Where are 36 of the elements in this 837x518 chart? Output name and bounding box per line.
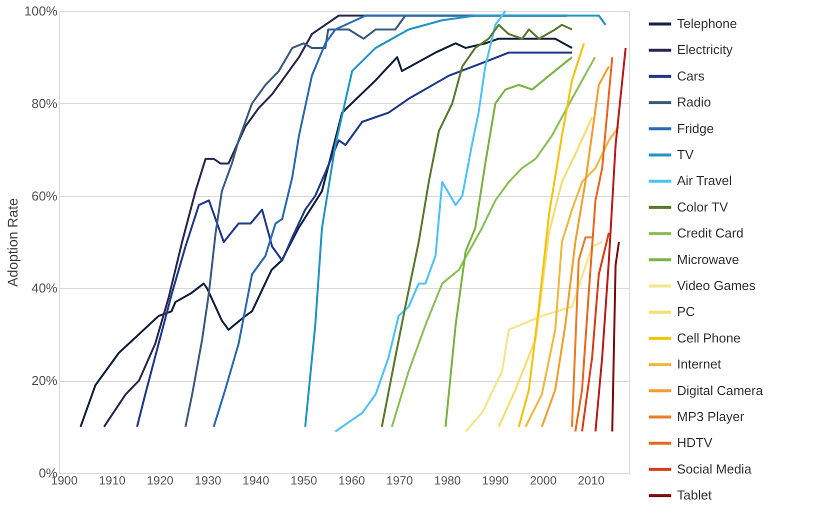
x-tick-label: 1910	[98, 474, 126, 488]
x-tick-label: 2000	[530, 474, 557, 488]
x-tick-label: 1930	[194, 474, 222, 488]
legend-label: Color TV	[677, 199, 728, 214]
x-tick-label: 1990	[482, 474, 510, 488]
legend-label: Fridge	[677, 120, 714, 136]
legend-label: TV	[677, 147, 694, 162]
legend-label: Cell Phone	[677, 330, 741, 346]
legend-label: HDTV	[677, 435, 713, 450]
legend-label: Microwave	[677, 252, 740, 267]
x-tick-label: 1960	[338, 474, 366, 488]
legend-label: MP3 Player	[677, 409, 745, 424]
x-tick-label: 2010	[578, 474, 605, 488]
y-tick-label: 60%	[31, 188, 58, 204]
legend-label: Digital Camera	[677, 382, 764, 398]
y-axis-title: Adoption Rate	[4, 198, 20, 287]
x-tick-label: 1950	[290, 474, 318, 488]
legend-label: Internet	[677, 356, 722, 372]
legend-label: Cars	[677, 68, 705, 84]
legend-label: Telephone	[677, 16, 737, 31]
y-tick-label: 20%	[31, 373, 58, 388]
legend-label: Credit Card	[677, 226, 744, 241]
legend-label: Electricity	[677, 42, 734, 58]
y-tick-label: 100%	[24, 4, 58, 18]
x-tick-label: 1920	[146, 474, 174, 488]
legend-label: Tablet	[677, 488, 712, 503]
legend-label: Air Travel	[677, 173, 732, 188]
legend-label: PC	[677, 304, 696, 320]
legend-label: Social Media	[677, 461, 752, 476]
y-tick-label: 40%	[31, 280, 58, 296]
y-tick-label: 80%	[31, 96, 58, 111]
legend-label: Video Games	[677, 278, 756, 293]
x-tick-label: 1980	[434, 474, 462, 488]
x-tick-label: 1940	[242, 474, 270, 488]
x-tick-label: 1970	[386, 474, 414, 488]
legend-label: Radio	[677, 94, 711, 110]
